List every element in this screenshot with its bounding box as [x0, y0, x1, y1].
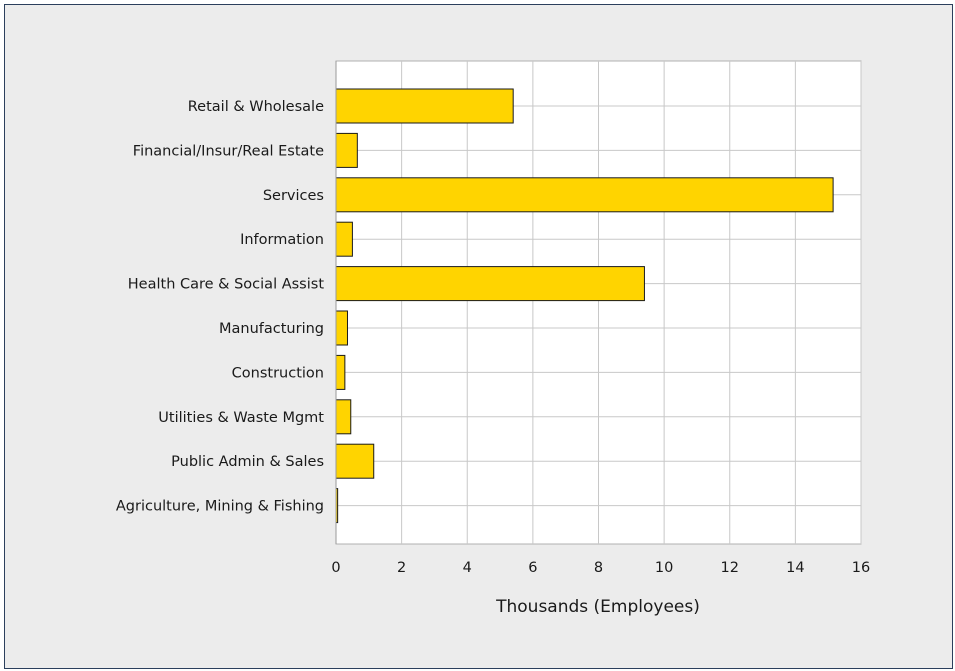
- x-tick-label: 0: [331, 560, 340, 576]
- x-tick-labels: 0 2 4 6 8 10 12 14 16: [331, 560, 870, 576]
- bar: [335, 354, 346, 390]
- category-labels: Retail & Wholesale Financial/Insur/Real E…: [116, 99, 324, 515]
- category-label: Retail & Wholesale: [188, 99, 324, 115]
- x-tick-label: 16: [852, 560, 870, 576]
- category-label: Utilities & Waste Mgmt: [158, 410, 324, 426]
- bars: [335, 88, 834, 524]
- x-tick-label: 10: [655, 560, 673, 576]
- category-label: Services: [263, 188, 324, 204]
- bar: [335, 443, 375, 479]
- x-tick-label: 12: [721, 560, 739, 576]
- x-tick-label: 4: [463, 560, 472, 576]
- bar: [335, 132, 358, 168]
- bar: [335, 310, 348, 346]
- category-label: Construction: [232, 365, 324, 381]
- category-label: Financial/Insur/Real Estate: [133, 143, 324, 159]
- bar: [335, 177, 834, 213]
- chart-panel: Retail & Wholesale Financial/Insur/Real E…: [4, 4, 953, 669]
- x-tick-label: 8: [594, 560, 603, 576]
- x-tick-label: 14: [786, 560, 804, 576]
- category-label: Information: [240, 232, 324, 248]
- category-label: Health Care & Social Assist: [128, 277, 325, 293]
- category-label: Agriculture, Mining & Fishing: [116, 499, 324, 515]
- x-tick-label: 6: [528, 560, 537, 576]
- bar: [335, 88, 514, 124]
- bar: [335, 221, 353, 257]
- x-tick-label: 2: [397, 560, 406, 576]
- employment-bar-chart: Retail & Wholesale Financial/Insur/Real E…: [116, 60, 870, 617]
- x-axis-title: Thousands (Employees): [495, 597, 700, 617]
- bar: [335, 399, 352, 435]
- category-label: Public Admin & Sales: [171, 454, 324, 470]
- bar: [335, 266, 645, 302]
- category-label: Manufacturing: [219, 321, 324, 337]
